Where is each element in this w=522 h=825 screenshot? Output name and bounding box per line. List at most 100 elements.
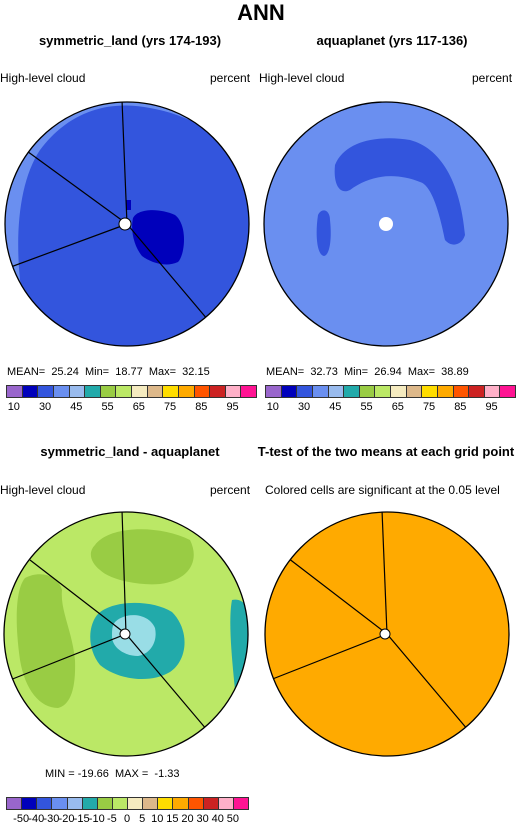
panel-3-boundary-line bbox=[9, 633, 127, 681]
colorbar-swatch bbox=[202, 797, 219, 810]
colorbar-panel-1: 10 30 45 55 65 75 85 95 bbox=[6, 385, 257, 417]
panel-2-title: aquaplanet (yrs 117-136) bbox=[316, 33, 468, 48]
panel-4-pole-marker bbox=[379, 628, 391, 640]
colorbar-tick-label: -40 bbox=[28, 813, 45, 825]
colorbar-tick-label: 85 bbox=[195, 401, 208, 413]
panel-3-title: symmetric_land - aquaplanet bbox=[40, 444, 220, 459]
panel-2-variable-label: High-level cloud bbox=[259, 71, 345, 85]
figure-title: ANN bbox=[237, 0, 285, 25]
colorbar-swatch bbox=[452, 385, 470, 398]
colorbar-swatch bbox=[177, 385, 195, 398]
colorbar-swatch bbox=[374, 385, 391, 398]
colorbar-swatch bbox=[115, 385, 132, 398]
colorbar-swatch bbox=[99, 385, 117, 398]
panel-1-title: symmetric_land (yrs 174-193) bbox=[38, 33, 222, 48]
colorbar-tick-label: 40 bbox=[211, 813, 224, 825]
panel-4-boundary-line bbox=[287, 557, 388, 635]
panel-2-field-contour-edge bbox=[316, 210, 331, 256]
panel-3-boundary-line bbox=[125, 633, 208, 731]
panel-2-field-contour bbox=[334, 138, 465, 245]
colorbar-swatch bbox=[209, 385, 226, 398]
panel-3-stats: MIN = -19.66 MAX = -1.33 bbox=[45, 768, 180, 780]
colorbar-swatch bbox=[499, 385, 516, 398]
colorbar-swatch bbox=[187, 797, 204, 810]
panel-2-units-label: percent bbox=[472, 71, 513, 85]
colorbar-tick-label: -50 bbox=[13, 813, 30, 825]
colorbar-swatch bbox=[390, 385, 407, 398]
colorbar-swatch bbox=[52, 385, 70, 398]
panel-1-field-contour-low-spot bbox=[126, 200, 131, 210]
colorbar-swatch bbox=[224, 385, 242, 398]
colorbar-swatch bbox=[311, 385, 329, 398]
colorbar-tick-label: 65 bbox=[132, 401, 145, 413]
panel-1-boundary-line bbox=[121, 102, 128, 225]
colorbar-swatch bbox=[84, 385, 101, 398]
panel-2-map-outline bbox=[263, 101, 509, 347]
panel-4-significance-fill bbox=[265, 512, 509, 756]
panel-4-boundary-line bbox=[381, 512, 388, 635]
colorbar-swatch bbox=[232, 797, 249, 810]
panel-1-stats: MEAN= 25.24 Min= 18.77 Max= 32.15 bbox=[7, 366, 210, 378]
colorbar-tick-label: 95 bbox=[226, 401, 239, 413]
colorbar-tick-label: 65 bbox=[391, 401, 404, 413]
colorbar-tick-label: 45 bbox=[329, 401, 342, 413]
panel-4-map-outline bbox=[264, 511, 510, 757]
colorbar-swatch bbox=[296, 385, 313, 398]
colorbar-swatch bbox=[6, 797, 23, 810]
colorbar-swatch bbox=[217, 797, 234, 810]
panel-3-boundary-line bbox=[121, 512, 127, 635]
panel-1-field-contour-low bbox=[132, 210, 184, 265]
colorbar-tick-label: 75 bbox=[422, 401, 436, 413]
panel-3-variable-label: High-level cloud bbox=[0, 483, 86, 497]
colorbar-swatch bbox=[405, 385, 423, 398]
panel-3-units-label: percent bbox=[210, 483, 251, 497]
colorbar-swatch bbox=[157, 797, 174, 810]
colorbar-swatch bbox=[193, 385, 211, 398]
panel-3-map-outline bbox=[3, 511, 249, 757]
panel-3-pole-marker bbox=[119, 628, 131, 640]
colorbar-swatch bbox=[468, 385, 485, 398]
colorbar-swatch bbox=[343, 385, 360, 398]
panel-1-units-label: percent bbox=[210, 71, 251, 85]
colorbar-tick-label: -20 bbox=[58, 813, 75, 825]
colorbar-swatch bbox=[131, 385, 148, 398]
colorbar-tick-label: 10 bbox=[7, 401, 20, 413]
colorbar-swatch bbox=[146, 385, 164, 398]
colorbar-tick-label: 55 bbox=[101, 401, 114, 413]
colorbar-swatch bbox=[483, 385, 501, 398]
colorbar-tick-label: 55 bbox=[360, 401, 373, 413]
colorbar-swatch bbox=[327, 385, 345, 398]
panel-4-boundary-line bbox=[386, 633, 469, 731]
panel-3-field-contour-lower bbox=[112, 615, 156, 656]
colorbar-tick-label: -10 bbox=[88, 813, 105, 825]
colorbar-tick-label: 5 bbox=[139, 813, 146, 825]
panel-2-stats: MEAN= 32.73 Min= 26.94 Max= 38.89 bbox=[266, 366, 469, 378]
colorbar-tick-label: 10 bbox=[266, 401, 279, 413]
colorbar-swatch bbox=[280, 385, 298, 398]
colorbar-swatch bbox=[111, 797, 128, 810]
colorbar-swatch bbox=[51, 797, 68, 810]
panel-3-field-contour bbox=[16, 574, 76, 708]
colorbar-swatch bbox=[66, 797, 83, 810]
panel-2-pole-marker bbox=[379, 217, 393, 231]
colorbar-swatch bbox=[358, 385, 376, 398]
colorbar-swatch bbox=[21, 385, 39, 398]
colorbar-tick-label: 95 bbox=[485, 401, 498, 413]
colorbar-tick-label: 30 bbox=[196, 813, 209, 825]
panel-4-boundary-line bbox=[269, 633, 388, 681]
colorbar-tick-label: 15 bbox=[166, 813, 179, 825]
colorbar-tick-label: 20 bbox=[181, 813, 194, 825]
panel-3-boundary-line bbox=[29, 559, 127, 635]
colorbar-swatch bbox=[162, 385, 179, 398]
colorbar-tick-label: 0 bbox=[123, 813, 131, 825]
colorbar-swatch bbox=[37, 385, 54, 398]
panel-3-field-contour bbox=[90, 529, 194, 585]
colorbar-swatch bbox=[6, 385, 23, 398]
panel-1-boundary-line bbox=[126, 223, 209, 321]
panel-1-variable-label: High-level cloud bbox=[0, 71, 86, 85]
colorbar-panel-2: 10 30 45 55 65 75 85 95 bbox=[265, 385, 516, 417]
colorbar-tick-label: -5 bbox=[106, 813, 117, 825]
